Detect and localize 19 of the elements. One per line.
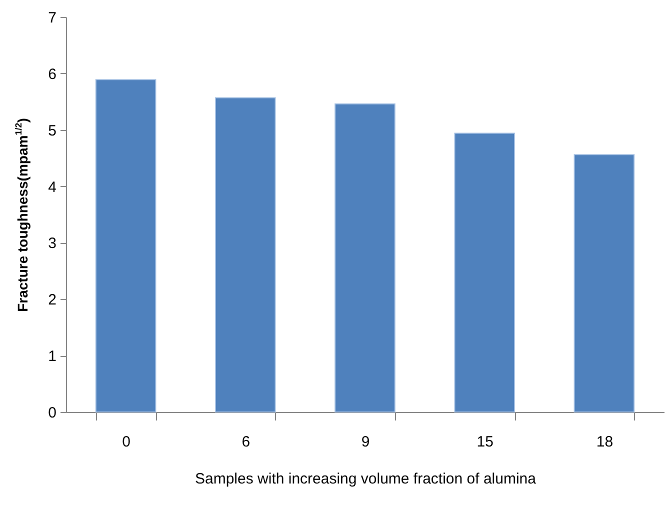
y-tick-label: 5 — [48, 122, 56, 140]
y-tick-label: 0 — [48, 404, 56, 422]
x-axis-title: Samples with increasing volume fraction of alumina — [195, 470, 537, 488]
y-tick-label: 7 — [48, 10, 56, 26]
y-tick-label: 2 — [48, 292, 56, 309]
y-tick-label: 6 — [48, 66, 56, 83]
bar — [574, 154, 635, 412]
x-tick-label: 9 — [361, 434, 370, 450]
x-tick-label: 18 — [596, 434, 614, 450]
bar — [334, 103, 396, 412]
bar — [215, 97, 276, 412]
bar — [454, 132, 515, 412]
y-tick-label: 3 — [48, 235, 56, 252]
x-tick-label: 0 — [122, 434, 130, 450]
x-tick-label: 6 — [242, 434, 250, 450]
x-tick-label: 15 — [476, 434, 494, 450]
y-tick-label: 4 — [48, 178, 56, 196]
y-tick-label: 1 — [48, 348, 56, 366]
bar — [95, 79, 156, 412]
